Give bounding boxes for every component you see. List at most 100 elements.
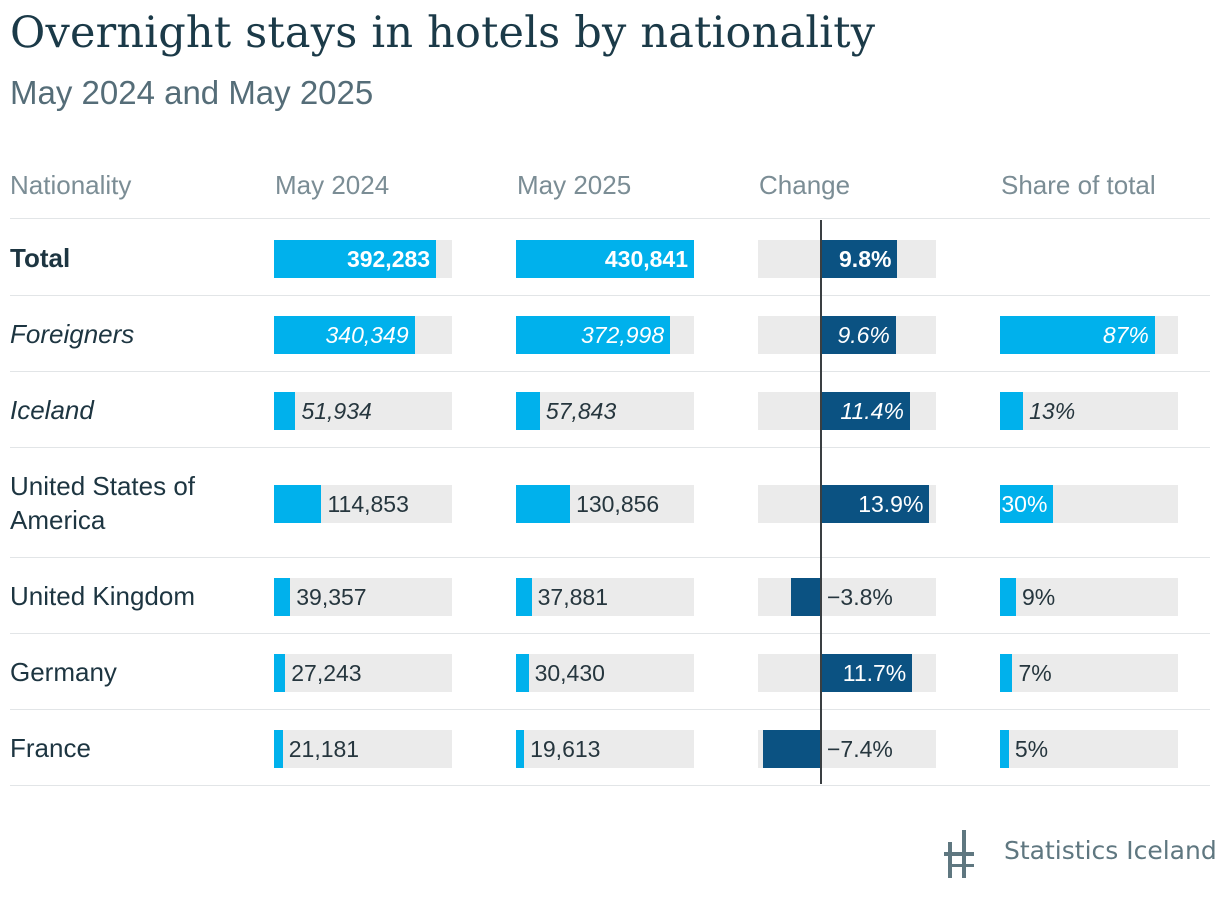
row-label: United States of America <box>10 471 195 535</box>
may-2024-bar <box>274 654 286 692</box>
change-bar <box>821 316 896 354</box>
may-2025-label: 19,613 <box>530 736 601 762</box>
share-label: 9% <box>1022 584 1056 610</box>
change-label: 9.6% <box>837 322 890 348</box>
may-2025-bar <box>516 240 694 278</box>
may-2024-bar <box>274 392 296 430</box>
may-2025-track: 57,843 <box>516 392 694 430</box>
share-bar <box>1000 730 1009 768</box>
change-label: 11.7% <box>842 660 907 686</box>
may-2025-track: 37,881 <box>516 578 694 616</box>
source-label: Statistics Iceland <box>1004 836 1217 865</box>
share-track: 87% <box>1000 316 1178 354</box>
share-track: 13% <box>1000 392 1178 430</box>
row-label: Total <box>10 243 71 273</box>
chart-title: Overnight stays in hotels by nationality <box>10 8 876 58</box>
row-divider <box>10 447 1210 448</box>
may-2025-track: 430,841 <box>516 240 694 278</box>
row-divider <box>10 633 1210 634</box>
row-divider <box>10 295 1210 296</box>
share-bar <box>1000 392 1024 430</box>
change-track: 11.4% <box>758 392 936 430</box>
share-track: 5% <box>1000 730 1178 768</box>
may-2024-track: 392,283 <box>274 240 452 278</box>
share-track: 9% <box>1000 578 1178 616</box>
chart-subtitle: May 2024 and May 2025 <box>10 74 374 111</box>
may-2024-track: 114,853 <box>274 485 452 523</box>
may-2024-label: 392,283 <box>346 246 431 272</box>
column-header-may-2025: May 2025 <box>517 170 632 200</box>
row-divider <box>10 557 1210 558</box>
may-2024-label: 51,934 <box>301 398 372 424</box>
may-2025-bar <box>516 316 671 354</box>
change-bar <box>791 578 821 616</box>
row-label: France <box>10 733 91 763</box>
share-track: 30% <box>1000 485 1178 523</box>
share-bar <box>1000 654 1013 692</box>
may-2024-label: 27,243 <box>291 660 362 686</box>
share-bar <box>1000 316 1155 354</box>
change-label: 13.9% <box>858 491 924 517</box>
may-2025-label: 57,843 <box>545 398 617 424</box>
may-2025-track: 19,613 <box>516 730 694 768</box>
may-2025-label: 130,856 <box>576 491 660 517</box>
share-label: 87% <box>1102 322 1149 348</box>
may-2024-bar <box>274 578 291 616</box>
change-track: −3.8% <box>758 578 936 616</box>
share-label: 5% <box>1014 736 1049 762</box>
change-label: 9.8% <box>839 246 892 272</box>
may-2024-track: 27,243 <box>274 654 452 692</box>
change-zero-axis <box>820 220 822 784</box>
change-track: 9.8% <box>758 240 936 278</box>
change-bar <box>821 485 930 523</box>
may-2024-label: 340,349 <box>325 322 409 348</box>
may-2024-bar <box>274 240 437 278</box>
may-2025-track: 130,856 <box>516 485 694 523</box>
row-label: Germany <box>10 657 117 687</box>
change-track: 9.6% <box>758 316 936 354</box>
change-bar <box>821 240 898 278</box>
change-bar <box>821 392 910 430</box>
may-2024-track: 39,357 <box>274 578 452 616</box>
change-track: 13.9% <box>758 485 936 523</box>
may-2024-track: 21,181 <box>274 730 452 768</box>
may-2025-bar <box>516 654 529 692</box>
may-2024-bar <box>274 316 415 354</box>
may-2025-track: 30,430 <box>516 654 694 692</box>
change-label: 11.4% <box>840 398 904 424</box>
may-2024-bar <box>274 485 322 523</box>
row-label: United Kingdom <box>10 581 195 611</box>
may-2025-label: 430,841 <box>604 246 688 272</box>
may-2025-label: 372,998 <box>580 322 665 348</box>
may-2025-label: 30,430 <box>534 660 605 686</box>
may-2025-bar <box>516 485 571 523</box>
share-track: 7% <box>1000 654 1178 692</box>
may-2025-bar <box>516 730 525 768</box>
statistics-iceland-logo-icon <box>944 830 974 878</box>
column-header-nationality: Nationality <box>10 170 132 200</box>
may-2024-label: 21,181 <box>288 736 360 762</box>
header-divider <box>10 218 1210 219</box>
change-label: −3.8% <box>827 584 893 610</box>
column-header-share: Share of total <box>1001 170 1156 200</box>
may-2025-bar <box>516 392 540 430</box>
column-header-may-2024: May 2024 <box>275 170 390 200</box>
may-2025-label: 37,881 <box>537 584 608 610</box>
may-2024-bar <box>274 730 283 768</box>
change-track: −7.4% <box>758 730 936 768</box>
change-bar <box>763 730 821 768</box>
change-track: 11.7% <box>758 654 936 692</box>
row-divider <box>10 785 1210 786</box>
row-divider <box>10 709 1210 710</box>
row-label: Iceland <box>10 395 94 425</box>
change-bar <box>821 654 913 692</box>
share-bar <box>1000 485 1054 523</box>
share-label: 7% <box>1018 660 1052 686</box>
may-2025-track: 372,998 <box>516 316 694 354</box>
may-2024-track: 51,934 <box>274 392 452 430</box>
may-2024-label: 39,357 <box>296 584 367 610</box>
row-divider <box>10 371 1210 372</box>
may-2024-track: 340,349 <box>274 316 452 354</box>
share-bar <box>1000 578 1017 616</box>
column-header-change: Change <box>759 170 851 200</box>
